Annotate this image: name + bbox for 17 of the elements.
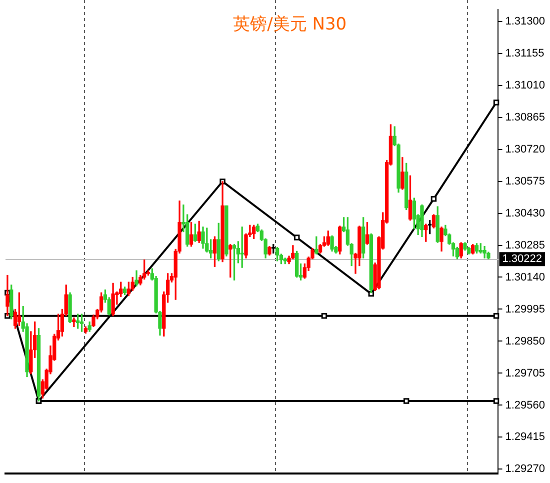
ref-line-label: 1.30222 (502, 253, 542, 266)
y-tick-label: 1.29850 (505, 335, 546, 348)
y-tick-label: 1.29995 (505, 303, 546, 316)
y-tick-label: 1.29705 (505, 367, 546, 380)
y-tick-label: 1.30430 (505, 207, 546, 220)
y-tick-label: 1.29560 (505, 399, 546, 412)
y-tick-label: 1.30285 (505, 239, 546, 252)
y-tick-label: 1.31010 (505, 79, 546, 92)
y-tick-label: 1.30865 (505, 111, 546, 124)
y-tick-label: 1.31300 (505, 15, 546, 28)
y-tick-label: 1.30575 (505, 175, 546, 188)
y-tick-label: 1.30140 (505, 271, 546, 284)
chart-title: 英镑/美元 N30 (233, 14, 347, 34)
y-tick-label: 1.29270 (505, 463, 546, 476)
y-tick-label: 1.29415 (505, 431, 546, 444)
y-tick-label: 1.31155 (505, 47, 544, 60)
y-tick-label: 1.30720 (505, 143, 546, 156)
